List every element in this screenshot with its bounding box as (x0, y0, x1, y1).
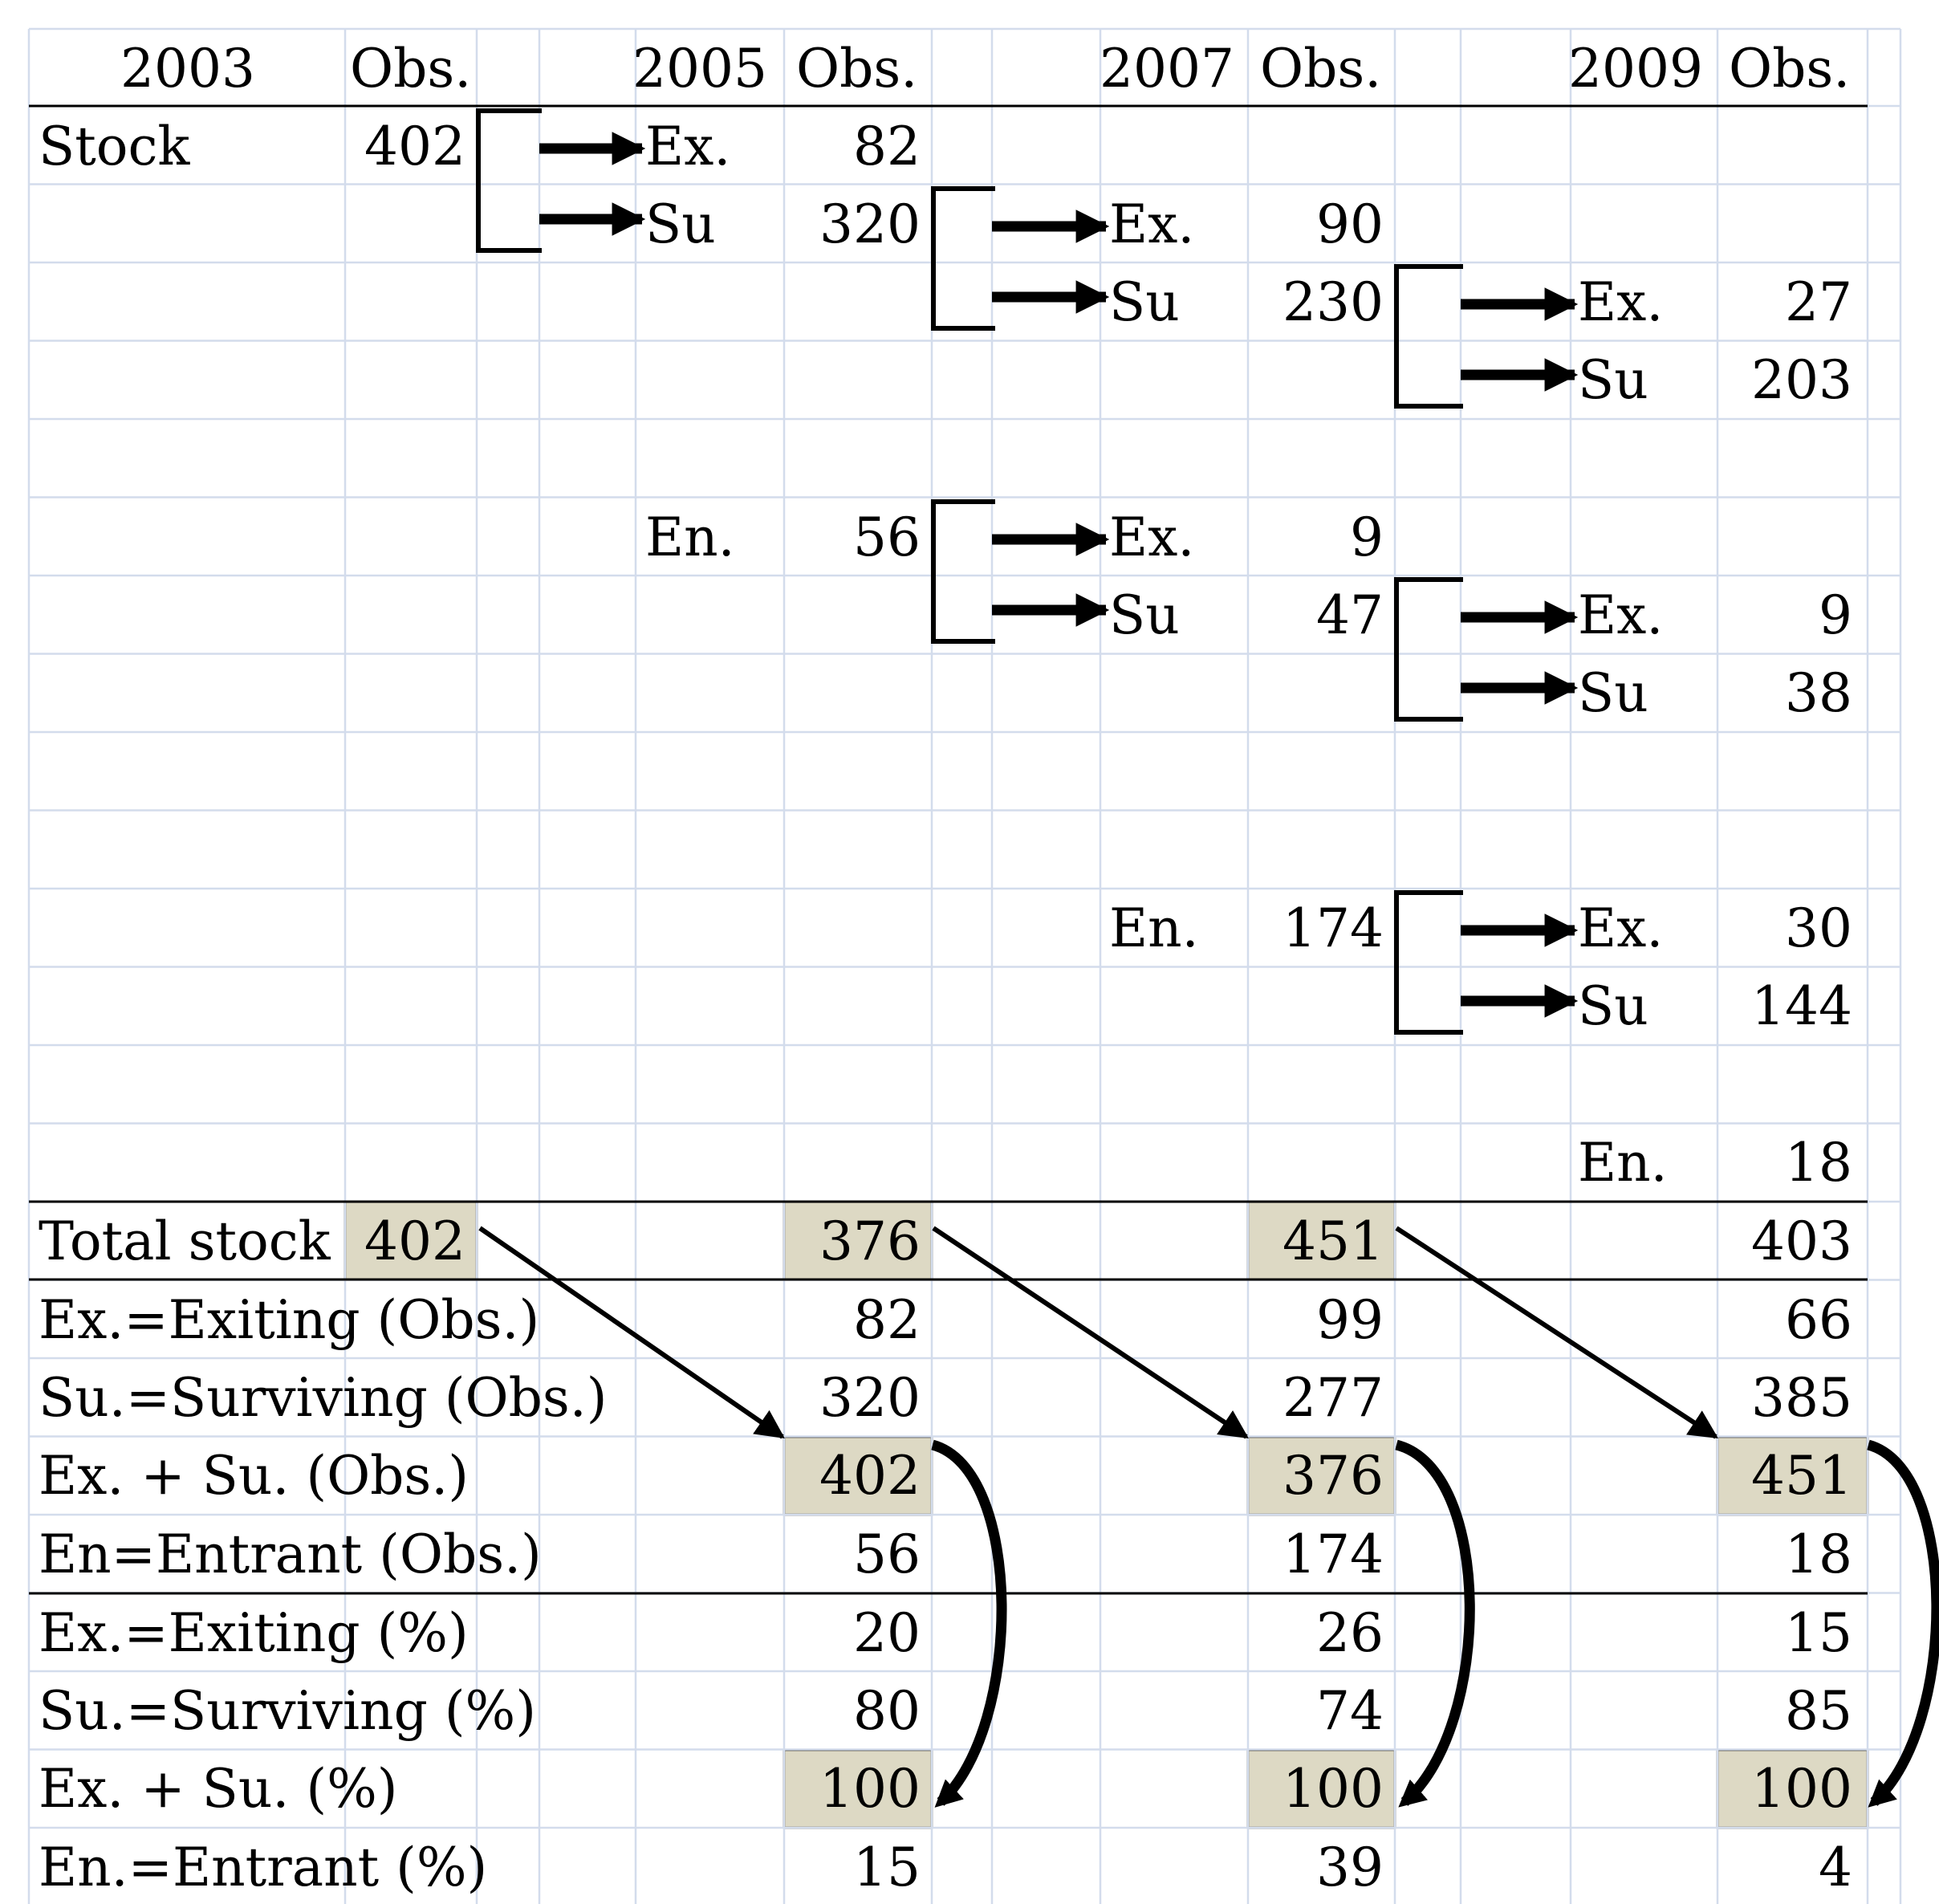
entrant-obs-2005: 56 (853, 1524, 921, 1585)
exiting-obs-2007: 99 (1316, 1289, 1384, 1351)
bracket-en-2005 (931, 499, 995, 644)
diagonal-arrow-2003-to-2005 (478, 1226, 785, 1439)
flow-values: Stock 402 Ex. 82 Su 320 Ex. 90 Su 230 Ex… (39, 116, 1852, 1194)
surviving-pct-2007: 74 (1316, 1680, 1384, 1742)
header-obs-2005: Obs. (796, 38, 917, 100)
su-2009-a-value: 203 (1751, 349, 1852, 411)
bracket-stock-2003 (476, 108, 542, 253)
stock-2003-value: 402 (364, 116, 465, 177)
bracket-su-2007-a (1394, 264, 1463, 409)
surviving-pct-2009: 85 (1785, 1680, 1852, 1742)
su-2007-b-value: 47 (1316, 584, 1384, 646)
entrant-pct-2009: 4 (1819, 1837, 1852, 1898)
ex-su-pct-2009: 100 (1751, 1758, 1852, 1820)
ex-2009-a-label: Ex. (1578, 271, 1663, 333)
exiting-obs-2005: 82 (853, 1289, 921, 1351)
header-obs-2007: Obs. (1260, 38, 1381, 100)
highlighted-cells (343, 1200, 1869, 1829)
exiting-pct-2007: 26 (1316, 1602, 1384, 1664)
surviving-pct-label: Su.=Surviving (%) (39, 1680, 536, 1742)
su-2009-b-value: 38 (1785, 662, 1852, 724)
header-year-2007: 2007 (1100, 38, 1234, 100)
en-2007-label: En. (1109, 897, 1199, 959)
total-stock-2003: 402 (364, 1210, 465, 1272)
bracket-su-2007-b (1394, 577, 1463, 722)
surviving-pct-2005: 80 (853, 1680, 921, 1742)
surviving-obs-2009: 385 (1751, 1367, 1852, 1429)
ex-2007-b-value: 9 (1350, 507, 1384, 568)
en-2005-label: En. (645, 507, 735, 568)
surviving-obs-2007: 277 (1283, 1367, 1384, 1429)
carryover-arrows (478, 1226, 1719, 1439)
total-stock-2009: 403 (1751, 1210, 1852, 1272)
total-stock-label: Total stock (39, 1210, 331, 1272)
summary-table: Total stock 402 376 451 403 Ex.=Exiting … (39, 1210, 1852, 1898)
curved-arrow-2005 (931, 1439, 1007, 1808)
header-obs-2003: Obs. (350, 38, 471, 100)
header-row: 2003 Obs. 2005 Obs. 2007 Obs. 2009 Obs. (120, 38, 1850, 100)
curved-arrow-2007 (1395, 1439, 1475, 1808)
ex-su-obs-2005: 402 (819, 1445, 921, 1507)
su-2009-c-label: Su (1578, 975, 1648, 1037)
header-year-2003: 2003 (120, 38, 255, 100)
en-2009-label: En. (1578, 1132, 1668, 1194)
header-year-2009: 2009 (1568, 38, 1703, 100)
ex-su-pct-label: Ex. + Su. (%) (39, 1758, 398, 1820)
ex-2005-label: Ex. (645, 116, 730, 177)
en-2005-value: 56 (853, 507, 921, 568)
su-2007-b-label: Su (1109, 584, 1180, 646)
ex-2007-b-label: Ex. (1109, 507, 1194, 568)
exiting-pct-2009: 15 (1785, 1602, 1852, 1664)
table-rules (29, 104, 1868, 1595)
su-2005-label: Su (645, 193, 716, 255)
header-year-2005: 2005 (632, 38, 767, 100)
stock-label: Stock (39, 116, 190, 177)
en-2009-value: 18 (1785, 1132, 1852, 1194)
bracket-su-2005 (931, 186, 995, 331)
ex-su-pct-2007: 100 (1283, 1758, 1384, 1820)
en-2007-value: 174 (1283, 897, 1384, 959)
entrant-pct-2005: 15 (853, 1837, 921, 1898)
su-2007-a-label: Su (1109, 271, 1180, 333)
diagonal-arrow-2005-to-2007 (932, 1226, 1249, 1439)
ex-su-pct-2005: 100 (819, 1758, 921, 1820)
ex-2005-value: 82 (853, 116, 921, 177)
ex-2007-a-label: Ex. (1109, 193, 1194, 255)
su-2005-value: 320 (819, 193, 921, 255)
ex-2009-a-value: 27 (1785, 271, 1852, 333)
exiting-pct-2005: 20 (853, 1602, 921, 1664)
exiting-pct-label: Ex.=Exiting (%) (39, 1602, 469, 1664)
total-stock-2007: 451 (1283, 1210, 1384, 1272)
su-2009-c-value: 144 (1751, 975, 1852, 1037)
su-2007-a-value: 230 (1283, 271, 1384, 333)
ex-2009-b-value: 9 (1819, 584, 1852, 646)
su-2009-a-label: Su (1578, 349, 1648, 411)
exiting-obs-label: Ex.=Exiting (Obs.) (39, 1289, 539, 1351)
header-obs-2009: Obs. (1729, 38, 1850, 100)
flow-arrows (539, 132, 1579, 1018)
ex-su-obs-label: Ex. + Su. (Obs.) (39, 1445, 469, 1507)
ex-su-obs-2009: 451 (1751, 1445, 1852, 1507)
exiting-obs-2009: 66 (1785, 1289, 1852, 1351)
surviving-obs-label: Su.=Surviving (Obs.) (39, 1367, 608, 1429)
ex-su-obs-2007: 376 (1283, 1445, 1384, 1507)
entrant-pct-2007: 39 (1316, 1837, 1384, 1898)
entrant-obs-label: En=Entrant (Obs.) (39, 1524, 542, 1585)
bracket-en-2007 (1394, 890, 1463, 1035)
total-stock-2005: 376 (819, 1210, 921, 1272)
surviving-obs-2005: 320 (819, 1367, 921, 1429)
entrant-pct-label: En.=Entrant (%) (39, 1837, 487, 1898)
flow-brackets (476, 108, 1463, 1035)
ex-2009-b-label: Ex. (1578, 584, 1663, 646)
curved-arrows (931, 1439, 1939, 1808)
ex-2009-c-label: Ex. (1578, 897, 1663, 959)
entrant-obs-2007: 174 (1283, 1524, 1384, 1585)
diagonal-arrow-2007-to-2009 (1395, 1226, 1719, 1439)
su-2009-b-label: Su (1578, 662, 1648, 724)
curved-arrow-2009 (1866, 1439, 1939, 1808)
ex-2007-a-value: 90 (1316, 193, 1384, 255)
entrant-obs-2009: 18 (1785, 1524, 1852, 1585)
ex-2009-c-value: 30 (1785, 897, 1852, 959)
